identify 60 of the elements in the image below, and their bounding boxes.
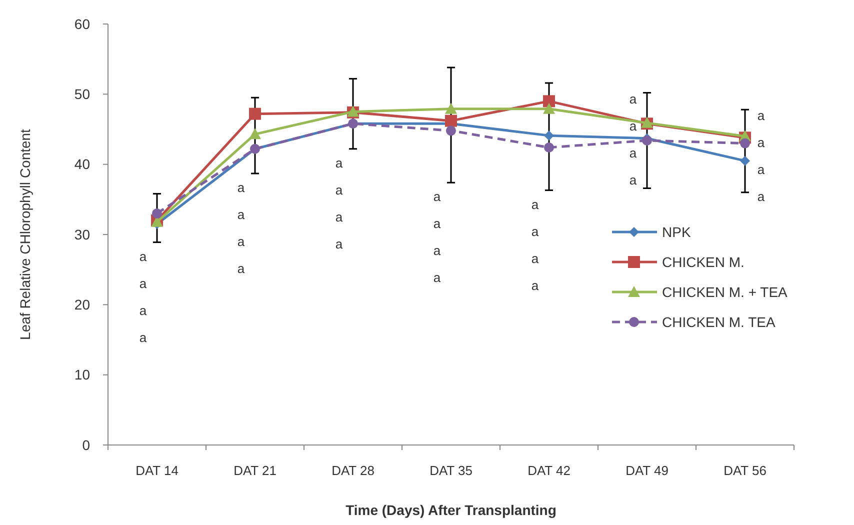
y-tick-label: 0 (82, 436, 90, 453)
annotation: a (531, 196, 540, 212)
annotation: a (237, 207, 246, 222)
annotation: a (629, 91, 638, 106)
annotation: a (335, 209, 344, 224)
annotation: a (335, 236, 344, 252)
point (544, 130, 554, 141)
x-tick-label: DAT 35 (430, 463, 472, 478)
x-axis-title: Time (Days) After Transplanting (346, 502, 556, 518)
point (740, 156, 750, 166)
y-tick-label: 50 (74, 86, 90, 102)
annotation: a (531, 278, 540, 293)
point (543, 95, 555, 108)
x-tick-label: DAT 42 (528, 463, 570, 478)
annotation: a (335, 155, 344, 170)
y-tick-label: 20 (74, 296, 90, 313)
annotation: a (531, 224, 540, 239)
point (445, 102, 457, 114)
legend-label: CHICKEN M. + TEA (662, 284, 788, 300)
x-tick-label: DAT 49 (626, 463, 668, 478)
legend-label: NPK (662, 224, 692, 240)
annotation: a (531, 250, 540, 266)
annotation: a (139, 276, 148, 291)
annotation: a (433, 270, 442, 286)
legend-label: CHICKEN M. TEA (662, 314, 776, 330)
y-tick-label: 40 (74, 156, 90, 172)
y-tick-label: 30 (74, 226, 90, 242)
y-tick-label: 10 (74, 366, 90, 383)
legend-label: CHICKEN M. (662, 254, 744, 270)
annotation: a (629, 118, 638, 134)
annotation: a (629, 145, 638, 160)
annotation: a (757, 162, 766, 178)
point (544, 142, 554, 152)
annotation: a (433, 189, 442, 204)
annotation: a (237, 261, 246, 276)
annotation: a (237, 234, 246, 250)
point (543, 102, 555, 114)
annotation: a (757, 135, 766, 150)
x-tick-label: DAT 21 (234, 463, 276, 478)
annotation: a (139, 248, 148, 264)
annotation: a (237, 180, 246, 196)
annotation: a (433, 216, 442, 232)
annotation: a (139, 302, 148, 318)
annotation: a (139, 330, 148, 345)
point (249, 108, 261, 120)
x-tick-label: DAT 28 (332, 463, 374, 478)
annotation: a (335, 182, 344, 198)
x-tick-label: DAT 14 (136, 463, 178, 478)
point (249, 128, 261, 140)
y-axis-title: Leaf Relative CHlorophyll Content (17, 128, 33, 340)
point (152, 208, 162, 218)
x-tick-label: DAT 56 (724, 463, 766, 478)
point (446, 126, 456, 136)
point (740, 138, 750, 148)
annotation: a (629, 172, 638, 188)
annotation: a (757, 189, 766, 204)
y-tick-label: 60 (74, 16, 90, 32)
annotation: a (433, 243, 442, 258)
annotation: a (757, 108, 766, 124)
point (445, 114, 457, 127)
